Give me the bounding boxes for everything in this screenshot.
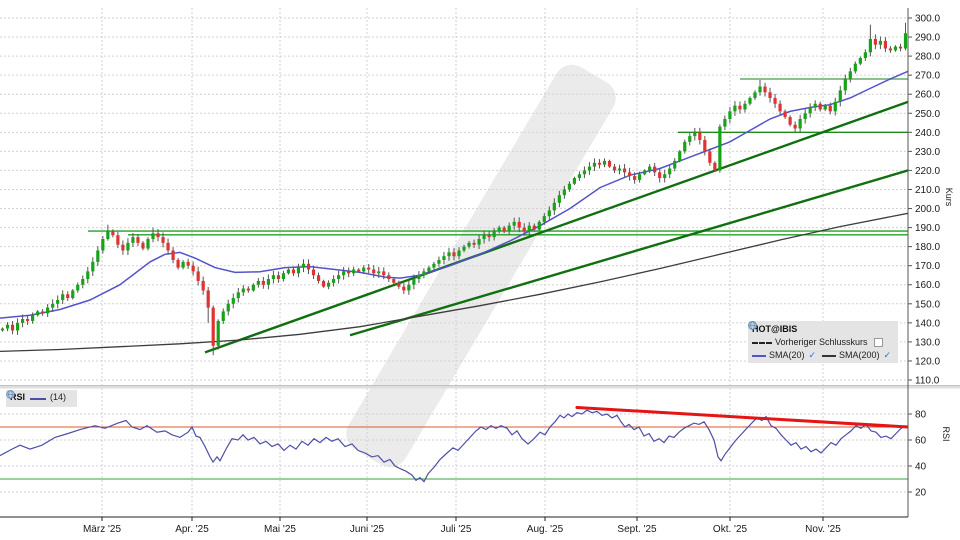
rsi-axis-title: RSI	[941, 426, 951, 441]
svg-text:250.0: 250.0	[915, 109, 940, 120]
svg-text:20: 20	[915, 488, 927, 499]
svg-text:Aug. '25: Aug. '25	[527, 524, 564, 535]
rsi-line	[0, 409, 907, 483]
prev-close-checkbox[interactable]	[873, 338, 883, 347]
svg-text:März '25: März '25	[83, 524, 121, 535]
svg-text:200.0: 200.0	[915, 204, 940, 215]
chart-legend: HOT@IBIS Vorheriger Schlusskurs SMA(20) …	[748, 321, 898, 363]
svg-text:Mai '25: Mai '25	[264, 524, 296, 535]
rsi-legend: RSI (14)	[6, 390, 77, 407]
prev-close-line-sample	[752, 341, 772, 344]
svg-text:160.0: 160.0	[915, 280, 940, 291]
svg-text:220.0: 220.0	[915, 166, 940, 177]
svg-text:280.0: 280.0	[915, 52, 940, 63]
trendline	[349, 169, 908, 337]
svg-text:120.0: 120.0	[915, 356, 940, 367]
svg-text:260.0: 260.0	[915, 90, 940, 101]
svg-text:270.0: 270.0	[915, 71, 940, 82]
svg-text:180.0: 180.0	[915, 242, 940, 253]
trendline	[204, 100, 908, 354]
svg-text:170.0: 170.0	[915, 261, 940, 272]
svg-text:60: 60	[915, 436, 927, 447]
sma20-check-icon[interactable]: ✓	[808, 350, 816, 360]
svg-text:80: 80	[915, 410, 927, 421]
svg-text:190.0: 190.0	[915, 223, 940, 234]
sma200-check-icon[interactable]: ✓	[883, 350, 891, 360]
price-axis-title: Kurs	[944, 188, 954, 207]
svg-text:Juni '25: Juni '25	[350, 524, 385, 535]
sma200-label: SMA(200)	[838, 350, 880, 360]
sma200-line	[0, 212, 908, 353]
axis-labels: 110.0 120.0 130.0 140.0 150.0 160.0 170.0 180.0…	[83, 14, 954, 536]
prev-close-label: Vorheriger Schlusskurs	[775, 337, 868, 347]
axes	[0, 8, 912, 521]
svg-text:Juli '25: Juli '25	[441, 524, 472, 535]
sma200-line-sample	[822, 354, 836, 357]
svg-text:Sept. '25: Sept. '25	[617, 524, 657, 535]
rsi-title: RSI	[10, 392, 26, 402]
svg-text:Apr. '25: Apr. '25	[175, 524, 209, 535]
svg-text:Nov. '25: Nov. '25	[805, 524, 841, 535]
sma20-line-sample	[752, 354, 766, 357]
svg-text:230.0: 230.0	[915, 147, 940, 158]
svg-text:110.0: 110.0	[915, 376, 940, 387]
candles	[0, 22, 908, 356]
rsi-trendline	[575, 406, 908, 429]
svg-text:290.0: 290.0	[915, 33, 940, 44]
symbol-label: HOT@IBIS	[752, 324, 798, 334]
svg-text:300.0: 300.0	[915, 14, 940, 25]
svg-text:130.0: 130.0	[915, 337, 940, 348]
price-panel[interactable]	[0, 22, 908, 356]
svg-text:210.0: 210.0	[915, 185, 940, 196]
svg-text:150.0: 150.0	[915, 299, 940, 310]
svg-text:40: 40	[915, 462, 927, 473]
svg-text:140.0: 140.0	[915, 318, 940, 329]
rsi-line-sample	[29, 398, 46, 400]
svg-text:240.0: 240.0	[915, 128, 940, 139]
rsi-panel[interactable]	[0, 406, 908, 483]
svg-text:Okt. '25: Okt. '25	[713, 524, 748, 535]
sma20-label: SMA(20)	[768, 350, 805, 360]
sma20-line	[0, 70, 908, 319]
rsi-period-label: (14)	[50, 392, 67, 402]
